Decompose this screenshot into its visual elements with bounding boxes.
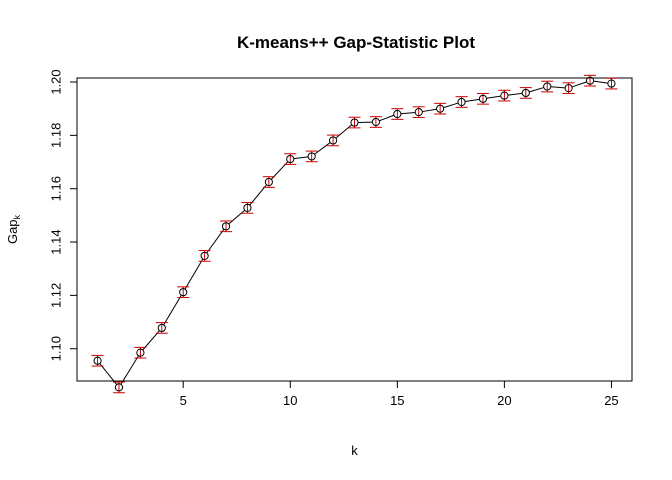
y-axis-label: Gapk: [5, 214, 22, 244]
data-point-7: [221, 222, 231, 231]
data-point-19: [478, 94, 488, 103]
line-segment-12: [335, 124, 353, 139]
chart-title: K-means++ Gap-Statistic Plot: [237, 33, 475, 52]
y-tick-label-1: 1.12: [48, 283, 63, 308]
data-point-13: [350, 118, 359, 127]
data-point-8: [243, 203, 252, 212]
y-tick-label-0: 1.10: [48, 336, 63, 361]
x-tick-label-15: 15: [390, 393, 404, 408]
line-segment-1: [99, 363, 118, 385]
line-segment-17: [443, 102, 459, 109]
y-tick-label-4: 1.18: [48, 123, 63, 148]
data-point-14: [371, 117, 381, 127]
line-segment-2: [120, 355, 139, 385]
x-tick-label-20: 20: [497, 393, 511, 408]
data-point-12: [328, 136, 338, 145]
data-point-22: [543, 82, 552, 91]
line-segment-6: [206, 228, 225, 254]
line-segment-15: [400, 111, 416, 115]
y-axis: 1.10 1.12 1.14 1.16 1.18 1.20: [48, 69, 77, 361]
data-point-23: [564, 84, 573, 93]
error-bars: [91, 74, 618, 394]
data-point-20: [500, 91, 509, 100]
x-axis-label: k: [351, 443, 358, 458]
data-point-4: [157, 323, 166, 333]
data-point-10: [286, 154, 295, 164]
data-point-15: [393, 109, 402, 119]
line-segment-5: [184, 258, 204, 290]
data-point-1: [93, 356, 102, 365]
data-points: [93, 76, 616, 392]
line-segment-3: [142, 330, 160, 351]
x-tick-label-25: 25: [604, 393, 618, 408]
data-point-11: [307, 152, 316, 161]
line-segment-18: [465, 98, 480, 102]
line-segment-16: [422, 108, 437, 113]
line-segment-22: [550, 86, 566, 89]
x-axis: 5 10 15 20 25: [180, 381, 619, 408]
x-tick-label-5: 5: [180, 393, 187, 408]
series-line: [99, 80, 608, 385]
data-point-2: [114, 383, 124, 392]
line-segment-21: [529, 87, 544, 93]
plot-frame: [76, 77, 633, 382]
line-segment-10: [293, 156, 309, 160]
y-tick-label-3: 1.16: [48, 176, 63, 201]
line-segment-14: [379, 114, 395, 122]
y-tick-label-2: 1.14: [48, 229, 63, 254]
line-segment-19: [486, 95, 501, 99]
line-segment-4: [163, 295, 182, 326]
y-axis-label-main: Gap: [5, 219, 20, 244]
data-point-16: [414, 108, 423, 117]
line-segment-23: [571, 81, 587, 88]
data-point-17: [436, 104, 445, 113]
y-tick-label-5: 1.20: [48, 69, 63, 94]
data-point-24: [585, 76, 595, 85]
data-point-25: [607, 79, 616, 88]
data-point-21: [521, 88, 530, 98]
data-point-3: [136, 348, 145, 357]
line-segment-8: [249, 184, 267, 206]
line-segment-20: [507, 92, 523, 96]
line-segment-7: [228, 209, 246, 225]
data-point-5: [179, 288, 188, 297]
y-axis-label-subscript: k: [12, 214, 22, 219]
data-point-18: [457, 97, 466, 107]
line-segment-11: [314, 142, 331, 155]
data-point-6: [200, 251, 209, 261]
x-tick-label-10: 10: [283, 393, 297, 408]
line-segment-24: [593, 80, 608, 84]
data-point-9: [264, 177, 273, 187]
